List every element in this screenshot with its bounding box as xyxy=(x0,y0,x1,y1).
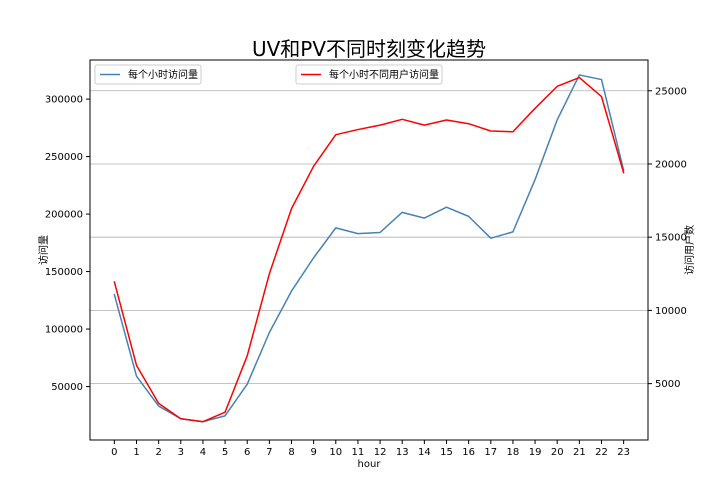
legend-label-unique-users: 每个小时不同用户访问量 xyxy=(329,68,439,81)
x-tick-label: 4 xyxy=(200,447,206,458)
left-y-tick-label: 200000 xyxy=(45,210,83,221)
x-tick-label: 17 xyxy=(484,447,497,458)
right-y-axis-label: 访问用户数 xyxy=(683,225,696,275)
right-y-tick-label: 15000 xyxy=(655,233,687,244)
right-y-tick-label: 25000 xyxy=(655,86,687,97)
left-y-tick-label: 250000 xyxy=(45,152,83,163)
left-y-tick-label: 50000 xyxy=(51,382,83,393)
x-axis: 0 1 2 3 4 5 6 7 8 9 10 11 12 13 14 15 16 17 18 19 20 21 22 23 xyxy=(111,440,630,458)
x-tick-label: 16 xyxy=(462,447,475,458)
right-y-tick-label: 10000 xyxy=(655,306,687,317)
right-y-tick-label: 5000 xyxy=(655,379,680,390)
left-y-axis-label: 访问量 xyxy=(37,235,50,265)
x-tick-label: 22 xyxy=(595,447,608,458)
x-tick-label: 23 xyxy=(617,447,630,458)
x-axis-label: hour xyxy=(358,459,382,470)
x-tick-label: 11 xyxy=(352,447,365,458)
x-tick-label: 5 xyxy=(222,447,228,458)
left-y-tick-label: 100000 xyxy=(45,325,83,336)
x-tick-label: 20 xyxy=(551,447,564,458)
left-y-tick-label: 150000 xyxy=(45,267,83,278)
legend-box xyxy=(295,64,443,85)
x-tick-label: 6 xyxy=(244,447,250,458)
legend-pageviews: 每个小时访问量 xyxy=(94,64,202,85)
left-y-tick-label: 300000 xyxy=(45,95,83,106)
x-tick-label: 1 xyxy=(133,447,139,458)
plot-frame xyxy=(89,59,649,441)
x-tick-label: 18 xyxy=(507,447,520,458)
x-tick-label: 13 xyxy=(396,447,409,458)
x-tick-label: 15 xyxy=(440,447,453,458)
x-tick-label: 3 xyxy=(178,447,184,458)
legend-unique-users: 每个小时不同用户访问量 xyxy=(295,64,443,85)
x-tick-label: 19 xyxy=(529,447,542,458)
x-tick-label: 0 xyxy=(111,447,117,458)
x-tick-label: 21 xyxy=(573,447,586,458)
series-line-unique-users xyxy=(113,76,625,423)
right-y-axis: 5000 10000 15000 20000 25000 xyxy=(648,86,687,390)
x-tick-label: 8 xyxy=(288,447,294,458)
x-tick-label: 10 xyxy=(329,447,342,458)
x-tick-label: 9 xyxy=(310,447,316,458)
legend-label-pageviews: 每个小时访问量 xyxy=(128,68,198,81)
right-y-tick-label: 20000 xyxy=(655,159,687,170)
x-tick-label: 12 xyxy=(374,447,387,458)
left-y-axis: 50000 100000 150000 200000 250000 300000 xyxy=(45,95,90,393)
x-tick-label: 2 xyxy=(155,447,161,458)
series-lines xyxy=(113,74,625,423)
chart-title: UV和PV不同时刻变化趋势 xyxy=(252,37,486,61)
legend-box xyxy=(94,64,202,85)
x-tick-label: 7 xyxy=(266,447,272,458)
grid-lines xyxy=(90,90,648,385)
x-tick-label: 14 xyxy=(418,447,431,458)
